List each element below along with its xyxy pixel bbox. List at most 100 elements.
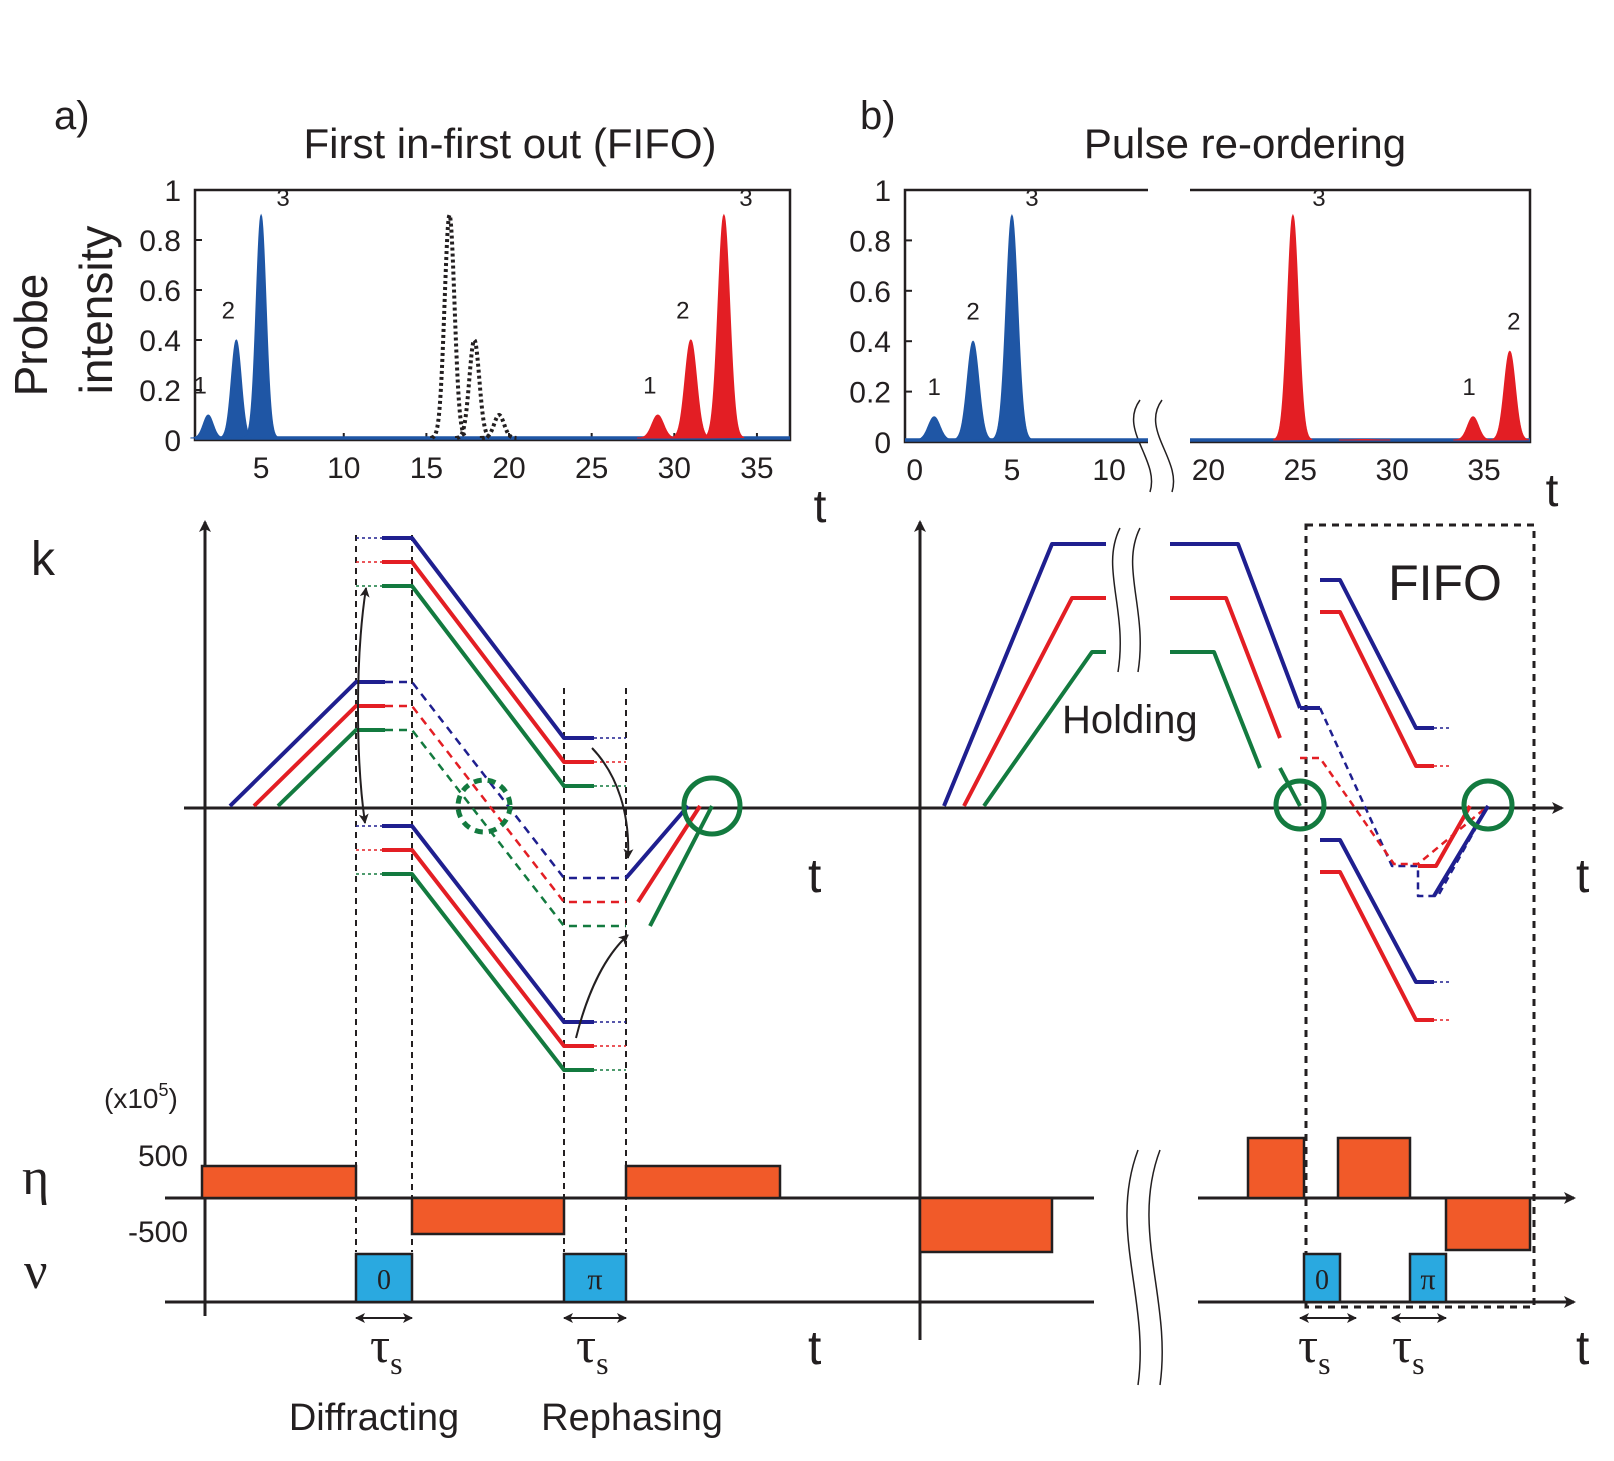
plot-a-red-peak-label: 3	[739, 185, 752, 212]
plot-b-x-tick: 35	[1467, 454, 1500, 487]
plot-a-x-tick: 10	[327, 452, 360, 485]
plot-b-x-tick: 25	[1284, 454, 1317, 487]
plot-b-frame-left	[903, 188, 1148, 444]
k-diagram: k t t Holding FIFO	[31, 520, 1589, 1386]
eta-low-label: -500	[128, 1216, 188, 1249]
k-fifo-red-readout	[1418, 805, 1472, 868]
phase-pi-block-left	[562, 1252, 628, 1304]
control-sequence: (x105) 500 -500 η ν 0 π 0 π	[22, 1080, 1589, 1439]
tau-s-label-1: τs	[370, 1317, 403, 1381]
phase-pi-block-right	[1408, 1252, 1448, 1304]
plot-a-x-tick: 20	[492, 452, 525, 485]
plot-b-x-tick: 5	[1004, 454, 1021, 487]
k-diffracted-lower-blue	[382, 824, 594, 1024]
plot-a-blue-peak-label: 3	[276, 185, 289, 212]
phase-zero-block-left	[354, 1252, 414, 1304]
phase-pi-text-right: π	[1420, 1263, 1435, 1296]
eta-block-holding	[918, 1196, 1054, 1254]
panel-a-title: First in-first out (FIFO)	[304, 120, 717, 167]
plot-b-peak	[913, 416, 955, 441]
eta-axis-break	[1126, 1149, 1163, 1386]
k-hold-release-green	[1170, 650, 1262, 769]
k-fifo-blue-undiff	[1318, 707, 1490, 898]
plot-a-blue-peak-label: 1	[194, 373, 207, 400]
plot-a-peak	[703, 213, 745, 439]
eta-blocks	[200, 1136, 1532, 1254]
bottom-t-label-left: t	[808, 1322, 821, 1375]
plot-a-frame	[193, 188, 792, 442]
plot-b-peak	[991, 213, 1033, 441]
right-t-label: t	[1576, 850, 1589, 903]
k-write-blue	[228, 680, 385, 808]
plot-a-red-peak-label: 1	[643, 373, 656, 400]
plot-b-peak	[1338, 438, 1391, 441]
k-fifo-blue-readout	[1432, 804, 1490, 898]
plot-a-blue-peak-label: 2	[222, 298, 235, 325]
k-write-red	[252, 704, 385, 808]
k-hold-rise-red	[962, 596, 1106, 807]
plot-b-peak	[952, 340, 994, 441]
plot-a-y-tick: 0.2	[139, 375, 181, 408]
plot-b-red-peak-label: 3	[1312, 185, 1325, 212]
k-diffracted-upper-red	[382, 560, 594, 764]
eta-block-readout	[624, 1164, 782, 1200]
fifo-box	[1304, 523, 1536, 1309]
plot-a-peak	[190, 414, 226, 439]
k-undiffracted-red	[385, 704, 626, 904]
plot-b-blue-peak-label: 2	[966, 299, 979, 326]
panel-a-x-axis-label: t	[814, 480, 827, 532]
plot-b-x-tick: 10	[1092, 454, 1125, 487]
plot-a-echo-peak	[454, 336, 493, 440]
tau-s-label-2: τs	[576, 1317, 609, 1381]
fifo-echo-circle	[681, 775, 743, 837]
plot-a-echo-peak	[479, 412, 517, 440]
plot-b-y-tick: 0	[874, 427, 891, 460]
k-hold-green-end	[1278, 767, 1302, 807]
nu-symbol: ν	[24, 1243, 48, 1300]
eta-block-fifo-1	[1246, 1136, 1306, 1200]
plot-b-red-peak-label: 1	[1462, 374, 1475, 401]
eta-block-reverse	[410, 1196, 566, 1236]
plot-b-x-tick: 0	[906, 454, 923, 487]
reorder-echo-circle-1	[1273, 778, 1327, 832]
plot-b-blue-peak-label: 3	[1025, 185, 1038, 212]
plot-a-peak	[218, 339, 254, 439]
eta-block-fifo-2	[1336, 1136, 1412, 1200]
k-diffracted-lower-green	[382, 872, 594, 1072]
plot-b-frame-right	[1190, 188, 1532, 444]
plot-a-y-tick: 0.8	[139, 225, 181, 258]
suppressed-echo-circle	[455, 777, 513, 835]
panel-b-label: b)	[860, 94, 896, 138]
panel-b: b) Pulse re-ordering 00.20.40.60.810 5 10 2…	[849, 94, 1558, 516]
phase-zero-text-left: 0	[377, 1265, 391, 1296]
k-fifo-red-down	[1320, 870, 1434, 1022]
plot-a-x-tick: 35	[740, 452, 773, 485]
k-hold-rise-blue	[942, 542, 1106, 807]
plot-a-y-tick: 0.4	[139, 325, 181, 358]
k-trajectories	[228, 536, 1490, 1072]
k-fifo-red-undiff	[1300, 756, 1489, 866]
diffraction-swap-arrow	[357, 587, 370, 824]
bottom-t-label-right: t	[1576, 1322, 1589, 1375]
k-hold-release-red	[1170, 596, 1282, 739]
panel-b-title: Pulse re-ordering	[1084, 120, 1406, 167]
phase-zero-text-right: 0	[1315, 1265, 1329, 1296]
panel-a-label: a)	[54, 94, 90, 138]
plot-a-red-peak-label: 2	[676, 298, 689, 325]
rephase-up-arrow	[575, 934, 629, 1039]
k-undiffracted-green	[385, 728, 626, 928]
k-diffracted-upper-green	[382, 584, 594, 788]
plot-b-axis-break	[1132, 399, 1175, 493]
plot-b-y-tick: 0.4	[849, 326, 891, 359]
y-axis-title-intensity: intensity	[70, 226, 122, 395]
scale-label: (x105)	[104, 1080, 178, 1114]
plot-a-y-tick: 1	[164, 175, 181, 208]
left-t-label: t	[808, 850, 821, 903]
eta-block-fifo-3	[1444, 1196, 1532, 1252]
rephasing-label: Rephasing	[541, 1397, 723, 1439]
plot-b-x-tick: 20	[1192, 454, 1225, 487]
eta-high-label: 500	[138, 1140, 188, 1173]
